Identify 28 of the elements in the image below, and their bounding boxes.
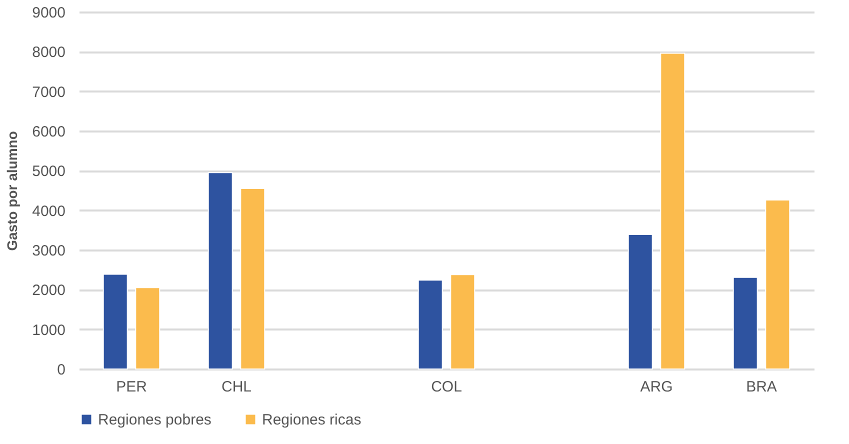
bar [450, 274, 476, 370]
y-tick-label: 2000 [32, 282, 66, 300]
x-tick-label: BRA [746, 378, 777, 396]
y-tick-label: 7000 [32, 84, 66, 101]
x-tick-label: ARG [640, 378, 673, 396]
bar [240, 188, 266, 370]
bar [660, 52, 686, 370]
bar [418, 280, 443, 370]
bar [135, 287, 160, 370]
bar [102, 274, 128, 370]
y-tick-label: 3000 [32, 242, 66, 260]
x-tick-label: PER [116, 378, 148, 396]
legend-label: Regiones pobres [98, 412, 212, 429]
y-tick-label: 5000 [32, 163, 66, 180]
y-axis-title: Gasto por alumno [4, 131, 20, 251]
y-tick-label: 6000 [32, 124, 66, 140]
y-tick-label: 9000 [32, 4, 66, 22]
legend-label: Regiones ricas [262, 412, 362, 429]
y-tick-label: 0 [57, 362, 66, 378]
bar [732, 276, 758, 370]
x-tick-label: CHL [221, 378, 252, 396]
bar [208, 172, 233, 370]
y-tick-label: 4000 [32, 202, 66, 220]
y-tick-label: 1000 [32, 322, 66, 339]
x-tick-label: COL [431, 378, 462, 396]
bar [628, 234, 653, 370]
y-tick-label: 8000 [32, 44, 66, 62]
bar [765, 200, 790, 370]
